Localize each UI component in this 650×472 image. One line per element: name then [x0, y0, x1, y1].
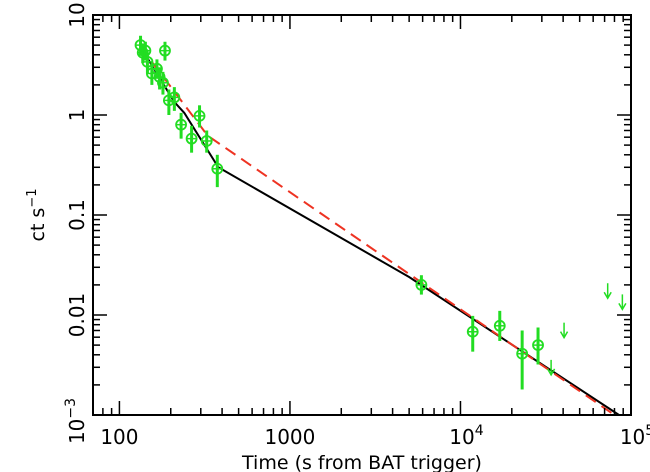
- upper-limit-arrowhead: [603, 291, 612, 300]
- x-axis-label: Time (s from BAT trigger): [241, 452, 482, 472]
- data-marks: [134, 35, 627, 416]
- y-tick-label: 10: [65, 2, 89, 27]
- axis-ticks: [92, 14, 632, 416]
- x-tick-label-base: 1000: [264, 425, 315, 449]
- y-tick-label: 0.01: [65, 293, 89, 338]
- upper-limit-arrowhead: [559, 331, 569, 340]
- upper-limit-arrowhead: [618, 303, 627, 311]
- x-tick-label-base: 10: [620, 425, 645, 449]
- plot-frame: [92, 14, 632, 416]
- x-tick-label: 104: [449, 423, 483, 449]
- y-tick-label-base: 10: [65, 419, 89, 444]
- x-tick-label: 100: [100, 425, 138, 449]
- x-tick-label-base: 100: [100, 425, 138, 449]
- y-axis-label-exponent: −1: [25, 188, 40, 207]
- x-tick-label-exponent: 5: [645, 423, 650, 439]
- x-tick-label: 1000: [264, 425, 315, 449]
- broken-powerlaw-fit-line: [139, 46, 620, 416]
- dashed-fit-line: [139, 46, 616, 416]
- y-axis-label-base: ct s: [27, 208, 49, 242]
- x-tick-label: 105: [620, 423, 650, 449]
- y-tick-label-base: 1: [65, 109, 89, 122]
- y-tick-label-base: 0.01: [65, 293, 89, 338]
- y-tick-label-base: 0.1: [65, 199, 89, 231]
- y-tick-label: 10−3: [63, 398, 89, 444]
- y-axis-label: ct s−1: [25, 188, 49, 241]
- y-tick-label: 1: [65, 109, 89, 122]
- y-tick-label-base: 10: [65, 2, 89, 27]
- y-tick-label: 0.1: [65, 199, 89, 231]
- upper-limit-arrowhead: [546, 368, 556, 377]
- x-tick-label-base: 10: [449, 425, 474, 449]
- x-tick-label-exponent: 4: [475, 423, 484, 439]
- y-tick-label-exponent: −3: [63, 398, 79, 419]
